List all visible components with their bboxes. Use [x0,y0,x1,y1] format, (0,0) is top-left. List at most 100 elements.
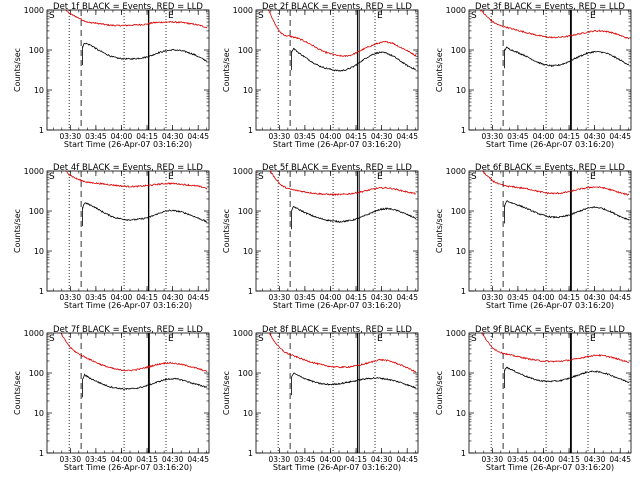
x-tick-label: 03:30 [59,132,81,141]
plot-frame [255,170,419,292]
y-axis-label: Counts/sec [13,48,22,92]
panel-title: Det 4f BLACK = Events, RED = LLD [53,163,203,173]
series-group [65,10,208,66]
panel-det-4f: Det 4f BLACK = Events, RED = LLD 1 10 100 10… [13,163,210,310]
plot-frame [255,332,419,454]
x-tick-label: 04:00 [320,132,342,141]
panel-title: Det 6f BLACK = Events, RED = LLD [475,163,625,173]
y-tick-label: 10 [456,86,466,95]
start-marker: S [49,11,55,21]
start-marker: S [258,11,264,21]
x-axis-label: Start Time (26-Apr-07 03:16:20) [273,301,401,310]
lld-series-line [65,171,208,190]
plot-frame [46,9,210,131]
start-marker: S [258,334,264,344]
lld-series-line [268,333,416,373]
start-marker: S [258,172,264,182]
x-tick-label: 03:45 [294,293,316,302]
x-tick-label: 04:45 [187,132,209,141]
events-series-line [504,46,630,69]
end-marker: E [590,172,596,182]
series-group [267,10,417,72]
x-tick-label: 03:45 [507,132,529,141]
x-axis-label: Start Time (26-Apr-07 03:16:20) [64,463,192,472]
panel-det-5f: Det 5f BLACK = Events, RED = LLD 1 10 100 10… [222,163,419,310]
series-group [480,333,630,389]
x-tick-label: 04:00 [111,455,133,464]
start-marker: S [49,334,55,344]
plot-frame [468,170,632,292]
y-axis-label: Counts/sec [435,371,444,415]
x-tick-label: 03:30 [481,293,503,302]
y-tick-label: 10 [456,409,466,418]
panel-det-3f: Det 3f BLACK = Events, RED = LLD 1 10 100 10… [435,2,632,149]
x-tick-label: 04:45 [396,132,418,141]
x-tick-label: 04:00 [320,455,342,464]
y-axis-label: Counts/sec [13,209,22,253]
x-tick-label: 03:45 [294,455,316,464]
x-tick-label: 04:15 [558,132,580,141]
x-tick-label: 04:15 [136,132,158,141]
y-tick-label: 10 [34,247,44,256]
plot-frame [468,9,632,131]
x-tick-label: 03:45 [294,132,316,141]
x-tick-label: 03:30 [268,132,290,141]
end-marker: E [168,11,174,21]
events-series-line [504,200,630,224]
panel-det-2f: Det 2f BLACK = Events, RED = LLD 1 10 100 10… [222,2,419,149]
y-axis-label: Counts/sec [222,48,231,92]
x-tick-label: 04:30 [371,455,393,464]
y-tick-label: 10 [456,247,466,256]
x-tick-label: 04:30 [162,293,184,302]
y-tick-label: 100 [451,369,466,378]
x-tick-label: 04:45 [187,455,209,464]
y-axis-label: Counts/sec [222,209,231,253]
x-tick-label: 03:45 [85,132,107,141]
series-group [269,171,417,230]
x-tick-label: 04:45 [609,455,631,464]
end-marker: E [377,172,383,182]
panel-det-7f: Det 7f BLACK = Events, RED = LLD 1 10 100 10… [13,325,210,472]
x-axis-label: Start Time (26-Apr-07 03:16:20) [273,140,401,149]
y-tick-label: 1000 [24,6,44,15]
panel-title: Det 5f BLACK = Events, RED = LLD [262,163,412,173]
x-tick-label: 04:00 [533,293,555,302]
events-series-line [291,372,417,396]
series-group [65,171,208,227]
start-marker: S [471,11,477,21]
x-tick-label: 04:45 [609,293,631,302]
x-tick-label: 04:30 [162,132,184,141]
lld-series-line [480,333,630,364]
panel-title: Det 9f BLACK = Events, RED = LLD [475,325,625,335]
x-tick-label: 04:45 [396,455,418,464]
end-marker: E [168,172,174,182]
lld-series-line [269,171,417,197]
panel-det-6f: Det 6f BLACK = Events, RED = LLD 1 10 100 10… [435,163,632,310]
panel-det-8f: Det 8f BLACK = Events, RED = LLD 1 10 100 10… [222,325,419,472]
y-tick-label: 10 [243,86,253,95]
y-tick-label: 100 [451,207,466,216]
x-tick-label: 04:15 [558,455,580,464]
events-series-line [82,42,208,66]
x-tick-label: 04:45 [609,132,631,141]
x-tick-label: 04:15 [136,455,158,464]
y-tick-label: 1000 [233,6,253,15]
start-marker: S [471,172,477,182]
x-tick-label: 04:15 [558,293,580,302]
series-group [481,171,630,224]
x-tick-label: 03:45 [507,293,529,302]
x-tick-label: 04:45 [187,293,209,302]
panel-title: Det 8f BLACK = Events, RED = LLD [262,325,412,335]
x-tick-label: 04:30 [584,293,606,302]
x-tick-label: 03:45 [507,455,529,464]
y-tick-label: 1000 [24,329,44,338]
x-tick-label: 04:30 [371,132,393,141]
y-tick-label: 100 [238,46,253,55]
plot-frame [46,332,210,454]
end-marker: E [377,334,383,344]
x-tick-label: 04:30 [584,132,606,141]
x-tick-label: 04:00 [533,132,555,141]
x-tick-label: 04:00 [320,293,342,302]
x-tick-label: 03:30 [59,455,81,464]
